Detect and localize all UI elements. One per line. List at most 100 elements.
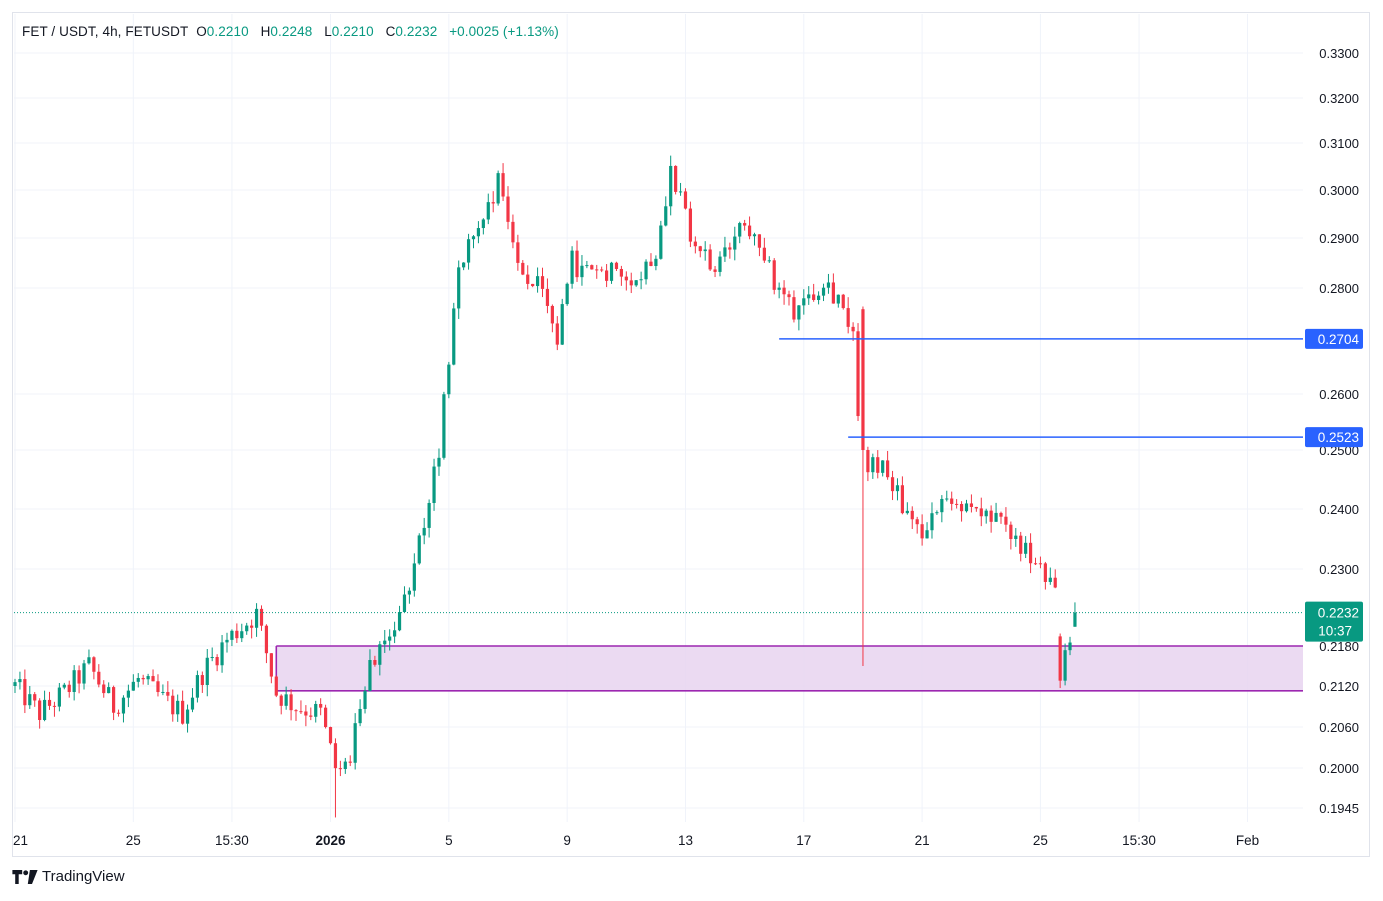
candle-body-down <box>531 283 535 287</box>
candle-body-down <box>269 653 273 677</box>
candle-body-up <box>807 294 811 299</box>
candle-body-down <box>501 173 505 197</box>
time-tick-label: 15:30 <box>215 833 249 848</box>
candle-body-down <box>323 707 328 728</box>
candle-body-down <box>605 270 609 281</box>
high-label: H <box>260 24 271 39</box>
price-tick-label: 0.2400 <box>1319 502 1359 517</box>
price-tick-label: 0.2300 <box>1319 562 1359 577</box>
candle-body-up <box>1073 612 1077 627</box>
price-tick-label: 0.2800 <box>1319 281 1359 296</box>
candle-body-down <box>890 477 895 492</box>
candle-body-up <box>136 677 140 682</box>
candle-body-up <box>1024 542 1028 554</box>
candle-body-up <box>462 262 466 268</box>
candle-body-down <box>782 287 786 295</box>
close-value: 0.2232 <box>395 24 438 39</box>
candle-body-down <box>600 269 604 271</box>
candle-body-up <box>895 485 900 492</box>
candle-body-down <box>328 727 333 744</box>
candle-body-up <box>225 639 229 643</box>
candle-body-down <box>757 234 762 248</box>
candle-body-down <box>112 687 116 713</box>
price-tick-label: 0.2000 <box>1319 761 1359 776</box>
candle-body-down <box>348 761 352 763</box>
candle-body-down <box>974 506 978 509</box>
tradingview-branding[interactable]: TradingView <box>12 868 125 885</box>
candle-body-up <box>723 247 727 257</box>
candle-body-up <box>821 287 826 296</box>
candle-body-up <box>466 239 471 263</box>
candle-body-down <box>181 700 185 724</box>
open-value: 0.2210 <box>206 24 249 39</box>
candle-body-down <box>545 288 550 306</box>
candle-body-down <box>955 503 959 505</box>
candle-body-up <box>678 191 683 193</box>
candle-body-down <box>713 269 717 272</box>
candle-body-up <box>777 287 781 290</box>
candle-body-down <box>910 510 914 520</box>
candle-body-up <box>471 236 476 240</box>
candle-body-down <box>289 694 293 711</box>
candle-body-down <box>772 260 776 290</box>
price-axis[interactable]: 0.3300 0.3200 0.3100 0.3000 0.2900 0.2800 0.26… <box>1319 46 1359 816</box>
time-tick-label: 21 <box>13 833 28 848</box>
level-price-badge <box>1305 427 1363 448</box>
time-axis[interactable]: 21 25 15:30 2026 5 9 13 17 21 25 15:30 Feb <box>13 833 1259 848</box>
candle-body-down <box>831 282 835 304</box>
bar-countdown: 10:37 <box>1318 624 1352 639</box>
zone-layer[interactable] <box>275 645 1303 692</box>
candle-body-up <box>284 694 288 706</box>
candle-body-down <box>299 711 303 713</box>
tradingview-wordmark: TradingView <box>42 868 125 885</box>
candle-body-up <box>940 498 944 513</box>
candle-body-down <box>1028 542 1033 564</box>
candle-body-down <box>866 450 870 473</box>
candle-body-down <box>841 294 845 309</box>
candle-body-up <box>363 690 367 709</box>
candle-body-up <box>816 295 821 300</box>
symbol-title[interactable]: FET / USDT, 4h, FETUSDT <box>22 24 189 39</box>
candle-body-down <box>876 457 880 473</box>
candle-body-up <box>146 676 150 680</box>
candle-body-down <box>595 269 599 271</box>
candle-body-up <box>644 261 648 280</box>
time-tick-label: 5 <box>445 833 453 848</box>
candle-body-up <box>388 636 392 641</box>
low-value: 0.2210 <box>331 24 374 39</box>
candle-body-up <box>161 691 165 693</box>
candle-body-up <box>393 630 397 637</box>
level-price-badge-text: 0.2523 <box>1318 430 1359 445</box>
grid-layer <box>14 14 1303 822</box>
candle-body-up <box>669 165 673 207</box>
candle-body-up <box>358 708 362 724</box>
candle-body-up <box>560 304 564 345</box>
candle-body-up <box>185 709 190 724</box>
candle-body-down <box>728 247 732 250</box>
candle-body-up <box>245 625 249 632</box>
candle-body-down <box>166 691 170 696</box>
candle-body-down <box>629 280 633 286</box>
candle-body-down <box>624 276 628 281</box>
candle-body-down <box>319 703 323 708</box>
candle-body-down <box>52 705 57 707</box>
candle-body-up <box>378 644 382 665</box>
candle-body-down <box>950 498 954 504</box>
candle-body-down <box>521 262 525 275</box>
line-layer[interactable] <box>14 338 1303 614</box>
candle-body-up <box>107 687 111 694</box>
price-tick-label: 0.3200 <box>1319 91 1359 106</box>
candle-body-down <box>792 297 796 320</box>
candle-body-down <box>1043 563 1047 582</box>
candle-body-up <box>1063 650 1067 681</box>
candle-body-down <box>235 630 239 639</box>
candle-body-down <box>812 294 816 300</box>
candle-body-up <box>1048 577 1052 582</box>
price-tick-label: 0.1945 <box>1319 801 1359 816</box>
candle-body-up <box>432 466 436 503</box>
candle-body-up <box>240 631 244 639</box>
candle-body-up <box>220 642 224 666</box>
candle-body-up <box>609 262 614 281</box>
candle-body-down <box>97 671 101 685</box>
